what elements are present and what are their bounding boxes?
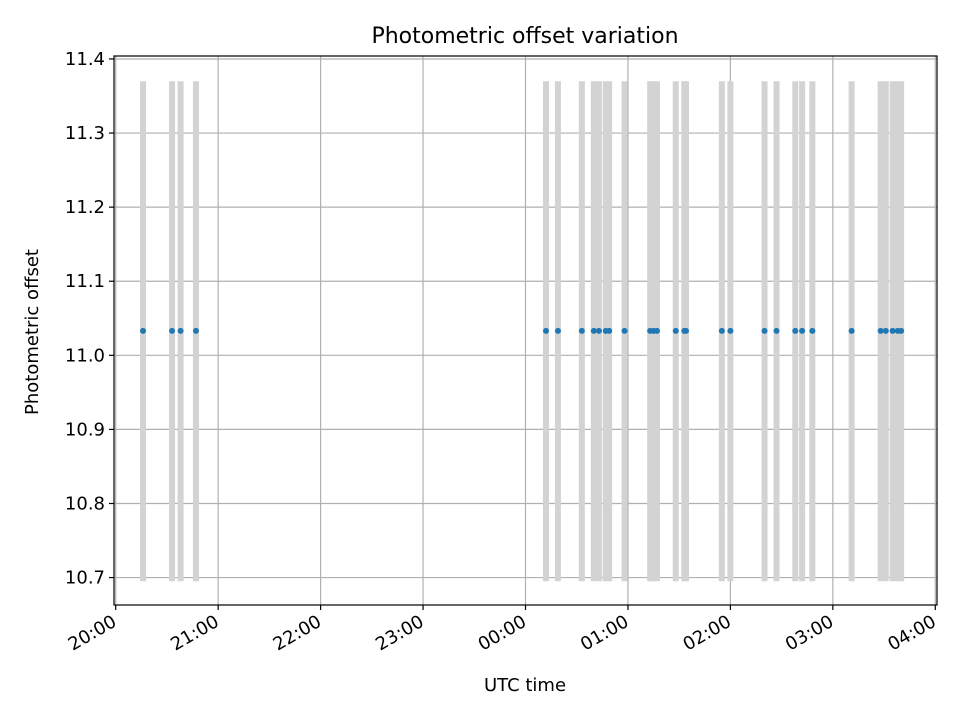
data-point xyxy=(621,327,628,334)
y-tick-label: 11.1 xyxy=(65,271,105,292)
data-point xyxy=(192,327,199,334)
y-tick-label: 10.8 xyxy=(65,493,105,514)
y-tick-label: 11.4 xyxy=(65,49,105,70)
data-point xyxy=(773,327,780,334)
data-point xyxy=(590,327,597,334)
data-point xyxy=(672,327,679,334)
data-point xyxy=(889,327,896,334)
data-point xyxy=(554,327,561,334)
y-axis-label: Photometric offset xyxy=(22,249,43,415)
data-point xyxy=(140,327,147,334)
data-point xyxy=(761,327,768,334)
y-tick-label: 10.7 xyxy=(65,568,105,589)
data-point xyxy=(882,327,889,334)
y-tick-label: 11.2 xyxy=(65,197,105,218)
y-tick-label: 11.0 xyxy=(65,345,105,366)
data-point xyxy=(877,327,884,334)
y-tick-label: 11.3 xyxy=(65,123,105,144)
data-point xyxy=(683,327,690,334)
x-axis-label: UTC time xyxy=(484,675,566,696)
data-point xyxy=(653,327,660,334)
data-point xyxy=(848,327,855,334)
data-point xyxy=(542,327,549,334)
data-point xyxy=(177,327,184,334)
data-point xyxy=(595,327,602,334)
data-point xyxy=(169,327,176,334)
data-point xyxy=(718,327,725,334)
data-point xyxy=(578,327,585,334)
data-point xyxy=(898,327,905,334)
plot-area: 10.710.810.911.011.111.211.311.420:00 21:… xyxy=(65,49,940,655)
data-point xyxy=(809,327,816,334)
data-point xyxy=(799,327,806,334)
chart-title: Photometric offset variation xyxy=(371,24,678,49)
data-point xyxy=(606,327,613,334)
y-tick-label: 10.9 xyxy=(65,419,105,440)
data-point xyxy=(792,327,799,334)
data-point xyxy=(727,327,734,334)
